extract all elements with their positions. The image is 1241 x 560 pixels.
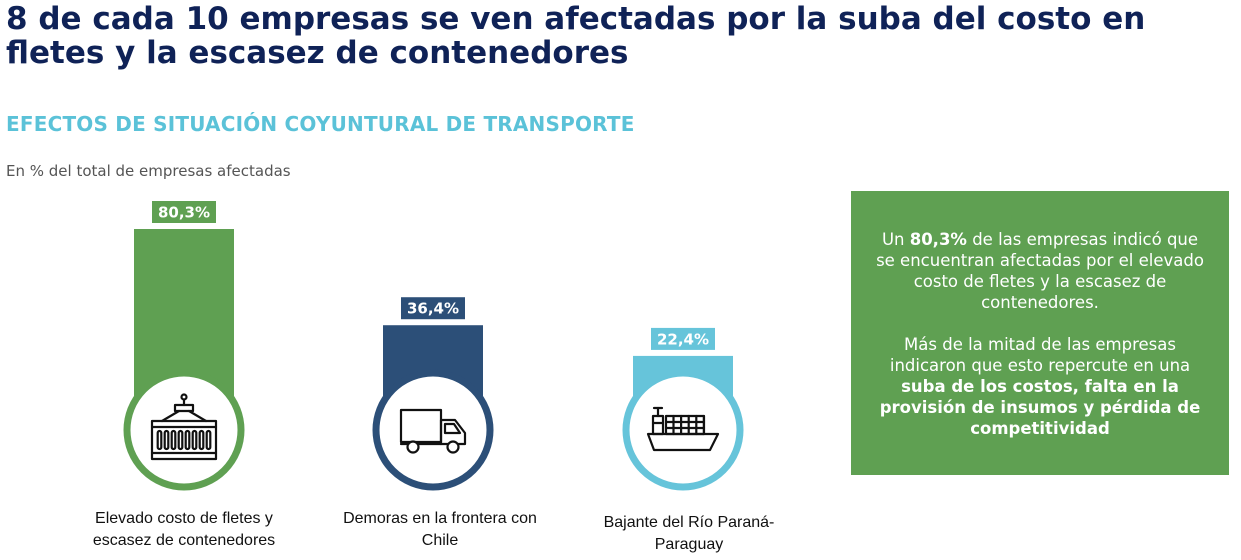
truck-icon xyxy=(399,408,467,454)
info-text: Un xyxy=(881,230,910,249)
category-label-line: Paraguay xyxy=(654,536,724,553)
info-highlight: 80,3% xyxy=(909,230,967,249)
value-label-bg xyxy=(152,201,216,223)
icon-ring xyxy=(123,369,245,491)
value-label-bg xyxy=(651,327,715,350)
category-label-line: Demoras en la frontera con xyxy=(343,510,537,527)
category-label-0: Elevado costo de fletes y escasez de con… xyxy=(74,508,294,552)
info-text: de las empresas indicó que se encuentran… xyxy=(876,230,1204,312)
value-label: 80,3% xyxy=(158,204,210,222)
category-label-line: escasez de contenedores xyxy=(92,532,276,549)
category-label-line: Bajante del Río Paraná- xyxy=(603,514,775,531)
info-paragraph-2: Más de la mitad de las empresas indicaro… xyxy=(871,334,1209,439)
category-label-2: Bajante del Río Paraná- Paraguay xyxy=(579,512,799,556)
chart-subtitle: EFECTOS DE SITUACIÓN COYUNTURAL DE TRANS… xyxy=(6,112,635,136)
info-paragraph-1: Un 80,3% de las empresas indicó que se e… xyxy=(871,229,1209,313)
category-label-line: Chile xyxy=(421,532,459,549)
info-text: Más de la mitad de las empresas indicaro… xyxy=(889,335,1191,375)
value-label-bg xyxy=(401,297,465,320)
bar-chart: 80,3% 36,4% 22,4% xyxy=(123,201,744,491)
info-box: Un 80,3% de las empresas indicó que se e… xyxy=(851,191,1229,475)
container-icon xyxy=(150,393,218,461)
page-title: 8 de cada 10 empresas se ven afectadas p… xyxy=(6,1,1146,71)
value-label: 22,4% xyxy=(657,330,709,348)
icon-ring xyxy=(622,369,744,491)
category-label-1: Demoras en la frontera con Chile xyxy=(330,508,550,552)
info-highlight: suba de los costos, falta en la provisió… xyxy=(879,377,1201,438)
unit-label: En % del total de empresas afectadas xyxy=(6,162,291,180)
ship-icon xyxy=(646,406,720,452)
category-label-line: Elevado costo de fletes y xyxy=(95,510,273,527)
value-label: 36,4% xyxy=(407,300,459,318)
icon-ring xyxy=(372,369,494,491)
